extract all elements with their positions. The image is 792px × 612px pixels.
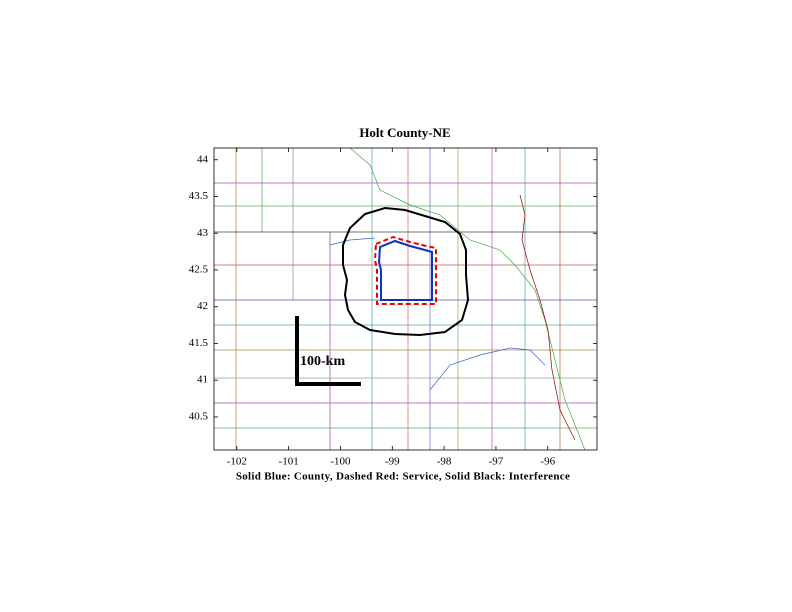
y-tick-label: 41 [197, 374, 208, 386]
x-tick-label: -97 [489, 456, 504, 468]
x-tick-label: -98 [437, 456, 452, 468]
interference-contour [342, 206, 470, 337]
y-tick-label: 40.5 [189, 410, 209, 422]
x-axis-label: Solid Blue: County, Dashed Red: Service,… [236, 471, 570, 483]
y-tick-label: 42.5 [189, 264, 209, 276]
x-tick-label: -100 [330, 456, 351, 468]
service-contour [373, 235, 437, 305]
chart-title: Holt County-NE [359, 125, 450, 140]
y-tick-label: 44 [197, 153, 209, 165]
county-boundaries [214, 147, 597, 451]
scale-label: 100-km [300, 354, 345, 369]
y-tick-label: 43 [197, 227, 209, 239]
y-tick-label: 41.5 [189, 337, 209, 349]
x-tick-label: -96 [540, 456, 555, 468]
plot-frame [213, 147, 598, 451]
x-tick-label: -102 [227, 456, 247, 468]
y-tick-label: 42 [197, 300, 208, 312]
x-tick-label: -101 [279, 456, 299, 468]
y-tick-label: 43.5 [189, 190, 209, 202]
county-outline [377, 239, 433, 301]
x-tick-label: -99 [385, 456, 400, 468]
